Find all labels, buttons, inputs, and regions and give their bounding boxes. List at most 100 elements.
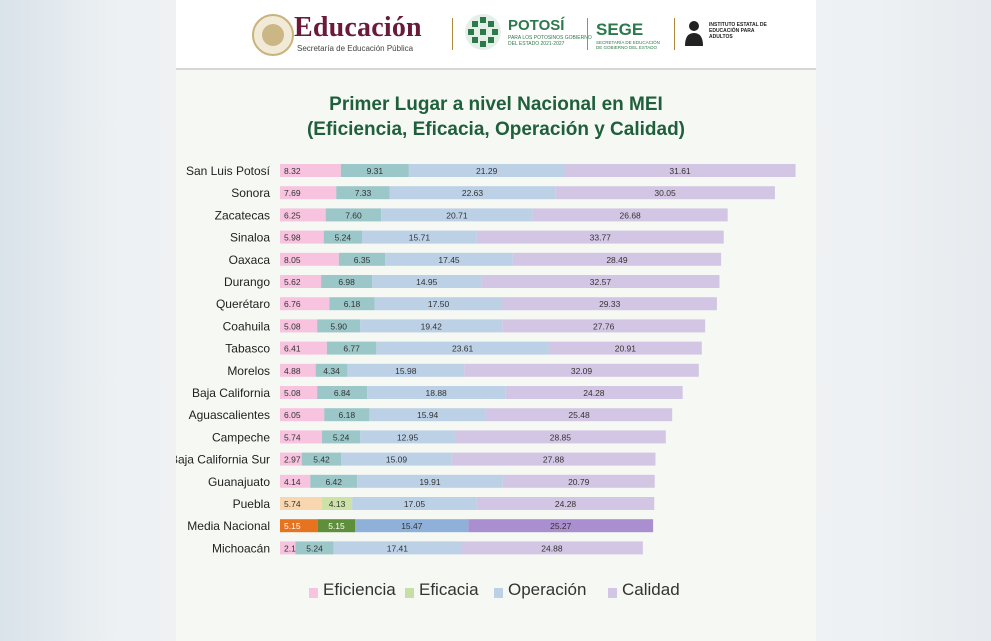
bar-segment-eficacia [325, 208, 382, 222]
data-label: 5.08 [284, 388, 301, 398]
category-label: Oaxaca [229, 253, 271, 267]
data-label: 5.24 [335, 233, 352, 243]
data-label: 4.88 [284, 366, 301, 376]
bar-segment-operacion [389, 186, 556, 200]
data-label: 15.94 [417, 410, 439, 420]
data-label: 2.11 [284, 543, 300, 553]
data-label: 15.71 [409, 233, 431, 243]
bar-segment-eficiencia [280, 186, 337, 200]
category-label: Coahuila [223, 319, 271, 333]
data-label: 15.98 [395, 366, 417, 376]
bar-segment-eficacia [336, 186, 390, 200]
data-label: 20.91 [615, 344, 637, 354]
bar-segment-eficiencia [280, 363, 316, 377]
bar-segment-operacion [360, 430, 455, 444]
potosi-subtitle: PARA LOS POTOSINOS GOBIERNO DEL ESTADO 2… [508, 35, 592, 47]
bar-segment-calidad [481, 275, 720, 288]
legend-label: Eficacia [419, 580, 479, 599]
data-label: 23.61 [452, 344, 474, 354]
stacked-bar-chart: San Luis Potosí 8.32 9.31 21.29 31.61 Sonora 7… [176, 164, 796, 555]
legend-swatch-eficacia [405, 588, 414, 598]
sege-title: SEGE [596, 20, 644, 39]
data-label: 6.18 [344, 299, 361, 309]
data-label: 24.28 [583, 388, 605, 398]
category-label: Campeche [212, 430, 270, 444]
data-label: 22.63 [462, 188, 484, 198]
data-label: 14.95 [416, 277, 438, 287]
data-label: 7.60 [345, 210, 362, 220]
data-label: 7.33 [355, 188, 372, 198]
category-label: Tabasco [225, 342, 270, 356]
data-label: 8.32 [284, 166, 301, 176]
bar-segment-eficacia [315, 363, 348, 377]
data-label: 28.85 [550, 432, 572, 442]
data-label: 33.77 [590, 233, 612, 243]
bar-segment-calidad [502, 319, 706, 333]
data-label: 15.09 [386, 455, 408, 465]
bar-segment-operacion [362, 230, 477, 244]
category-label: Durango [224, 275, 270, 289]
data-label: 6.25 [284, 210, 301, 220]
data-label: 17.45 [438, 255, 460, 265]
data-label: 15.47 [401, 521, 423, 531]
bar-segment-eficiencia [280, 297, 330, 311]
category-label: Sonora [231, 186, 270, 200]
data-label: 29.33 [599, 299, 621, 309]
bar-segment-calidad [555, 186, 775, 200]
bar-segment-operacion [341, 452, 452, 466]
data-label: 4.13 [329, 499, 346, 509]
chart-subtitle: (Eficiencia, Eficacia, Operación y Calid… [306, 119, 686, 140]
data-label: 9.31 [367, 166, 384, 176]
bar-segment-calidad [476, 497, 655, 510]
category-label: Aguascalientes [189, 408, 270, 422]
bar-segment-operacion [381, 208, 533, 222]
data-label: 21.29 [476, 166, 498, 176]
brand-title: Educación [294, 12, 422, 43]
bar-segment-eficacia [321, 497, 353, 510]
bar-segment-operacion [374, 297, 503, 311]
bar-segment-eficiencia [280, 164, 341, 177]
data-label: 5.62 [284, 277, 301, 287]
bar-segment-eficacia [301, 452, 342, 466]
bar-segment-eficiencia [280, 386, 318, 399]
bar-segment-calidad [451, 452, 656, 466]
bar-segment-eficacia [323, 230, 363, 244]
category-label: Sinaloa [230, 231, 270, 245]
bar-segment-eficiencia [280, 275, 322, 288]
data-label: 5.24 [306, 543, 323, 553]
category-label: Media Nacional [187, 519, 270, 533]
bar-segment-operacion [355, 519, 469, 533]
data-label: 5.90 [330, 321, 347, 331]
bar-segment-eficacia [326, 341, 377, 355]
legend-label: Calidad [622, 580, 680, 599]
data-label: 6.77 [343, 344, 360, 354]
bar-segment-eficacia [338, 252, 386, 266]
bar-segment-eficiencia [280, 208, 326, 222]
data-label: 12.95 [397, 432, 419, 442]
bar-segment-calidad [502, 474, 655, 488]
category-label: Guanajuato [208, 475, 270, 489]
data-label: 8.05 [284, 255, 301, 265]
data-label: 32.57 [590, 277, 612, 287]
data-label: 5.74 [284, 432, 301, 442]
data-label: 28.49 [606, 255, 628, 265]
category-label: Baja California Sur [176, 453, 270, 467]
bar-segment-operacion [357, 474, 503, 488]
bar-segment-eficiencia [280, 541, 296, 555]
bar-segment-eficacia [340, 164, 409, 177]
legend-swatch-operacion [494, 588, 503, 598]
category-label: Michoacán [212, 541, 270, 555]
data-label: 27.88 [543, 455, 565, 465]
bar-segment-eficacia [324, 408, 370, 422]
bar-segment-eficiencia [280, 519, 318, 533]
data-label: 31.61 [669, 166, 691, 176]
divider [674, 18, 675, 50]
bar-segment-calidad [502, 297, 717, 311]
bar-segment-eficacia [321, 430, 361, 444]
bar-segment-calidad [485, 408, 673, 422]
bar-segment-eficiencia [280, 319, 318, 333]
mexico-seal-icon [252, 14, 294, 56]
data-label: 20.71 [446, 210, 468, 220]
category-label: Baja California [192, 386, 270, 400]
data-label: 5.74 [284, 499, 301, 509]
